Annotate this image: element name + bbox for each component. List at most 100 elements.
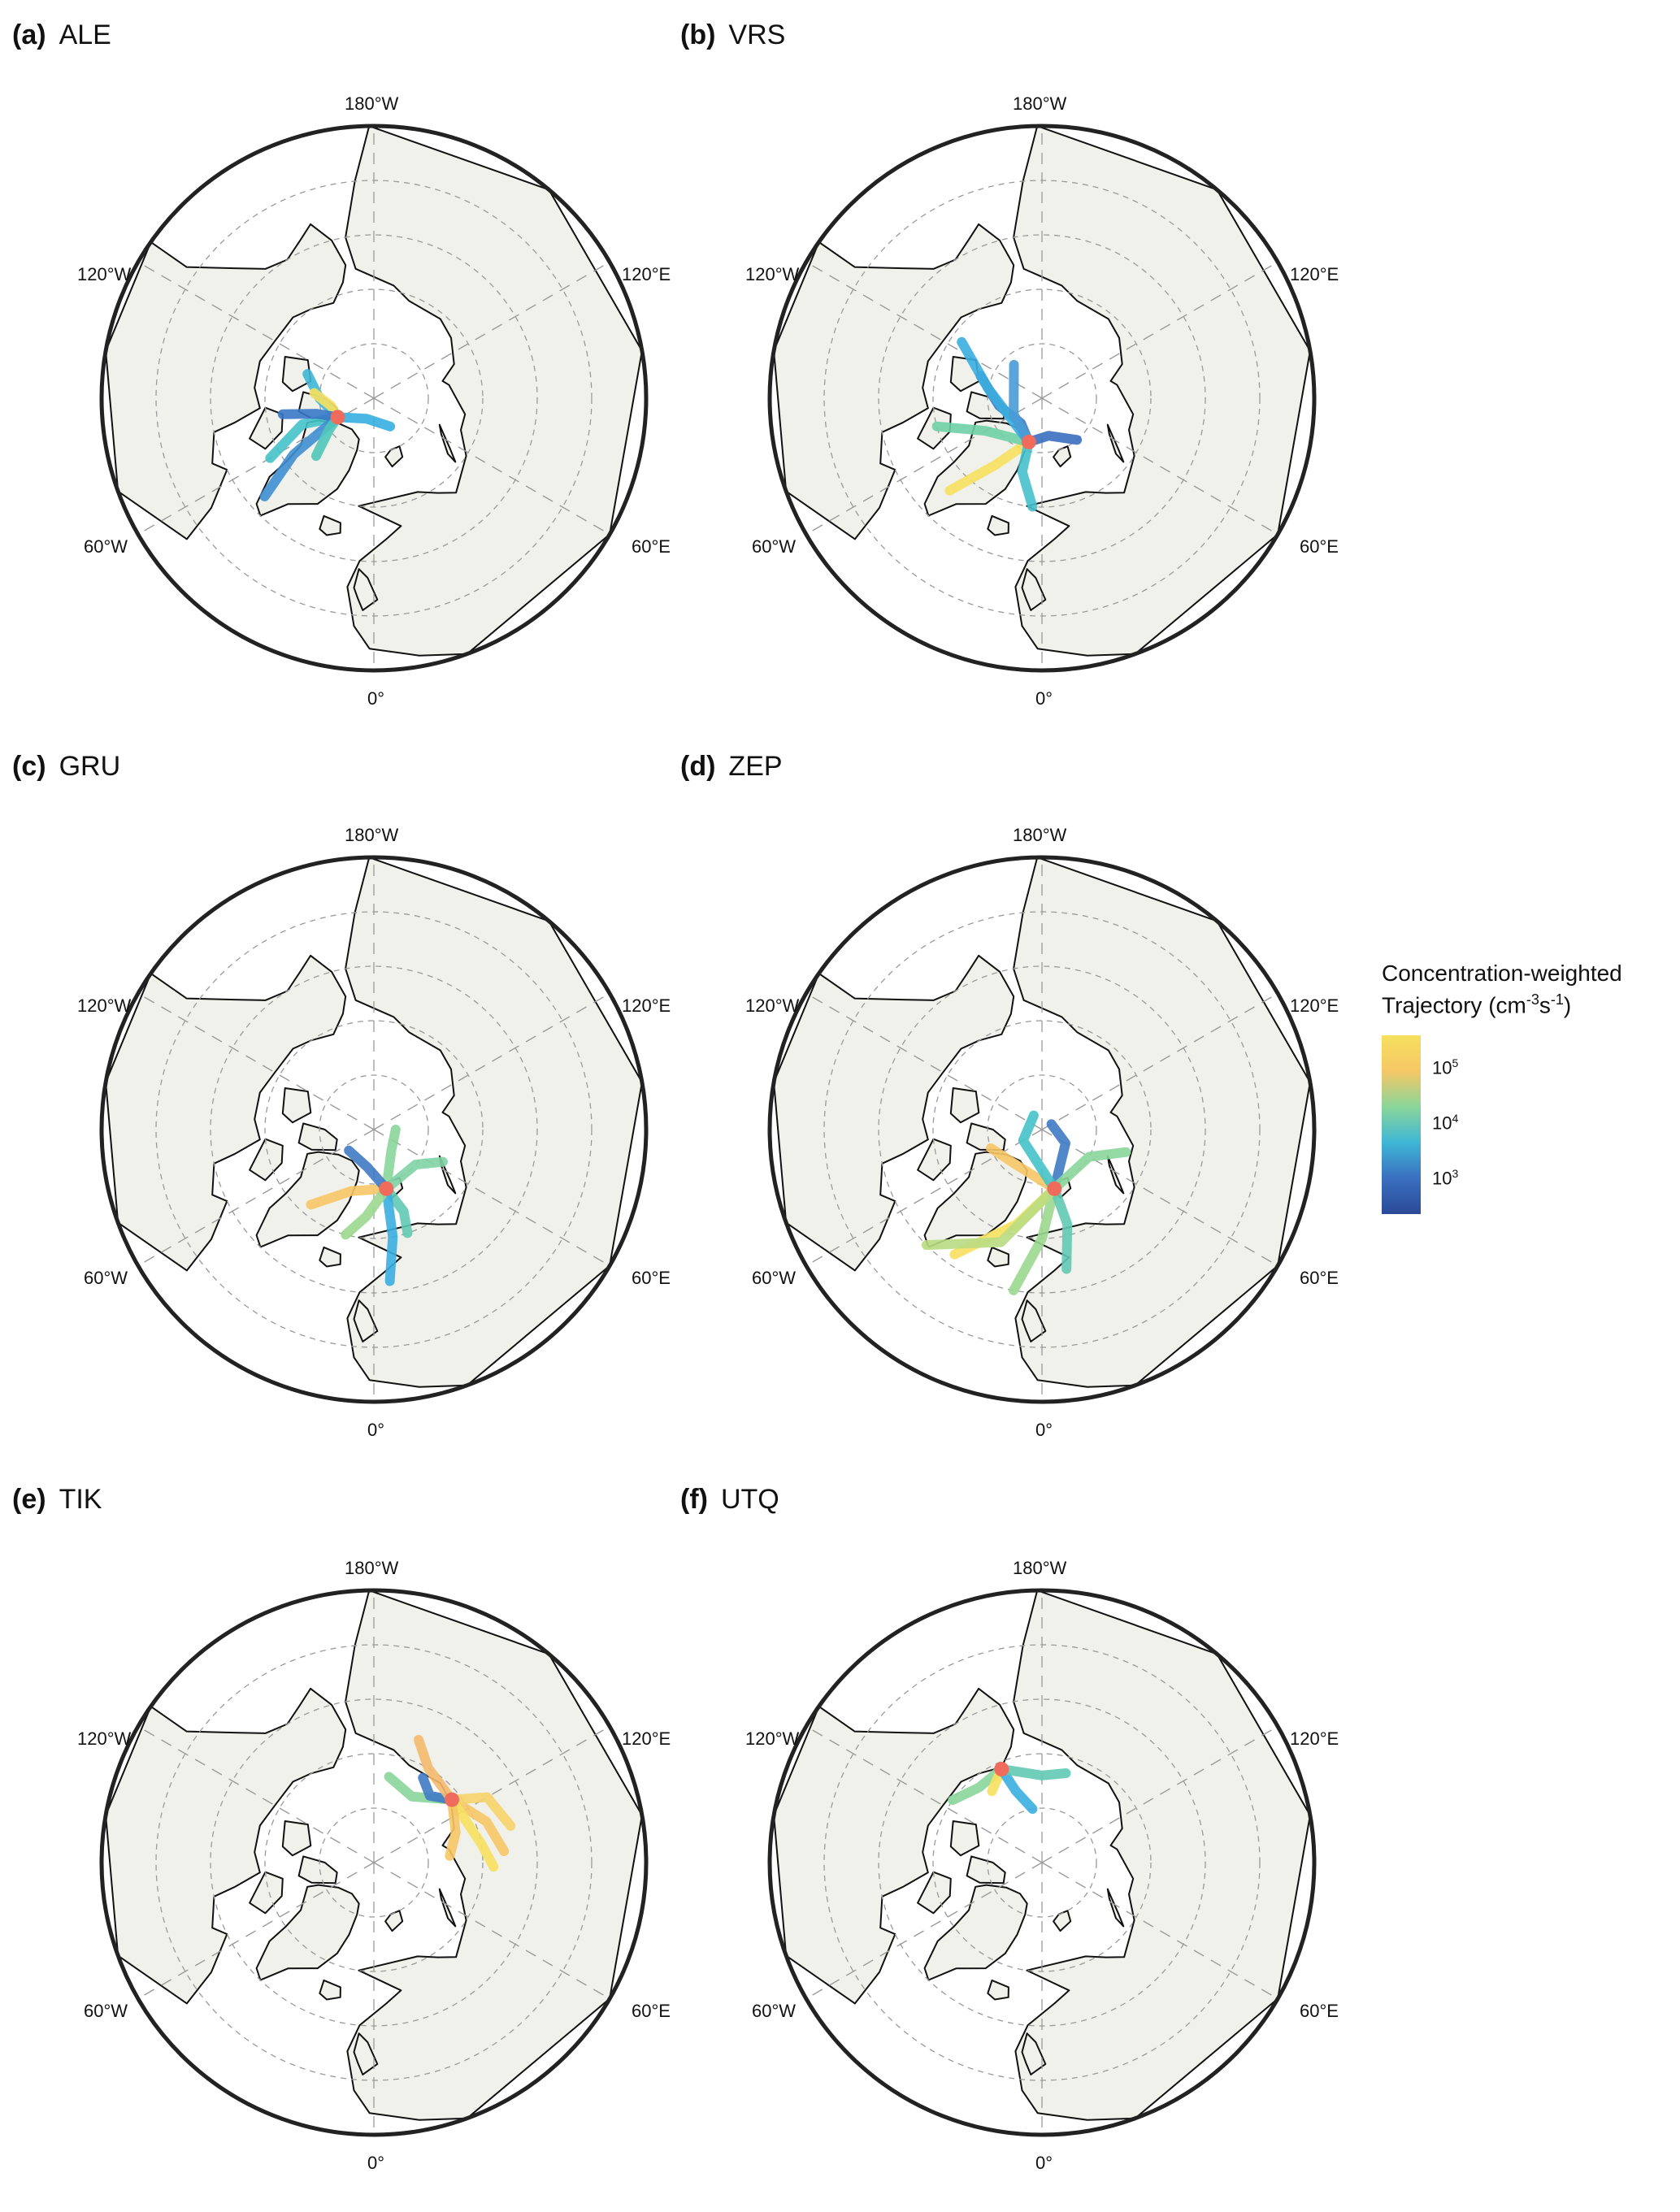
land-novaya bbox=[1106, 423, 1125, 463]
legend-tick-1e4: 104 bbox=[1432, 1112, 1459, 1134]
meridian-line bbox=[373, 1129, 610, 1267]
panel-letter: (f) bbox=[680, 1484, 708, 1515]
legend-title-line2: Trajectory (cm-3s-1) bbox=[1382, 991, 1572, 1018]
polar-map bbox=[767, 1588, 1317, 2137]
land-america bbox=[773, 1687, 1015, 2005]
longitude-label: 0° bbox=[367, 2153, 385, 2173]
land-iceland bbox=[319, 1246, 341, 1268]
trajectory bbox=[414, 1734, 457, 1805]
meridian-line bbox=[373, 1725, 610, 1863]
land-svalbard bbox=[1053, 445, 1072, 468]
station-marker bbox=[330, 410, 345, 425]
trajectory bbox=[1009, 359, 1034, 447]
panel-label: (b) VRS bbox=[680, 20, 785, 51]
longitude-label: 60°W bbox=[752, 2000, 797, 2021]
longitude-label: 180°W bbox=[1013, 93, 1067, 114]
longitude-label: 60°E bbox=[632, 536, 671, 557]
latitude-circle bbox=[987, 343, 1097, 453]
land-arch1 bbox=[297, 1855, 338, 1885]
trajectory bbox=[986, 1143, 1060, 1194]
meridian-line bbox=[373, 261, 610, 399]
longitude-label: 120°W bbox=[77, 263, 132, 284]
meridian-line bbox=[137, 261, 375, 399]
meridian-line bbox=[1041, 261, 1278, 399]
land-novaya bbox=[438, 1888, 457, 1928]
land-arch2 bbox=[949, 1087, 980, 1124]
trajectory bbox=[446, 1794, 499, 1872]
polar-map bbox=[99, 855, 649, 1404]
longitude-label: 120°W bbox=[745, 263, 800, 284]
meridian-line bbox=[373, 397, 610, 536]
trajectory bbox=[446, 1794, 510, 1856]
longitude-label: 180°W bbox=[1013, 825, 1067, 845]
land-iceland bbox=[319, 514, 341, 536]
trajectory bbox=[1046, 1119, 1070, 1194]
station-name: GRU bbox=[59, 751, 121, 782]
trajectory bbox=[921, 1183, 1060, 1251]
trajectory bbox=[1049, 1183, 1073, 1274]
trajectory bbox=[341, 1183, 392, 1240]
meridian-line bbox=[373, 1862, 610, 2000]
panel-letter: (e) bbox=[12, 1484, 46, 1515]
land-arch1 bbox=[966, 1855, 1006, 1885]
longitude-label: 60°W bbox=[752, 536, 797, 557]
trajectory bbox=[944, 436, 1034, 496]
land-arch3 bbox=[249, 1871, 284, 1915]
panel-label: (e) TIK bbox=[12, 1484, 102, 1516]
station-marker bbox=[1047, 1181, 1062, 1196]
longitude-label: 0° bbox=[367, 1420, 385, 1440]
land-novaya bbox=[1106, 1888, 1125, 1928]
trajectory bbox=[259, 412, 343, 501]
meridian-line bbox=[137, 1725, 375, 1863]
land-uk bbox=[353, 1299, 379, 1342]
longitude-label: 120°E bbox=[1290, 995, 1339, 1016]
latitude-circle bbox=[987, 1807, 1097, 1918]
longitude-label: 120°E bbox=[1290, 263, 1339, 284]
longitude-label: 180°W bbox=[345, 1558, 399, 1578]
trajectory bbox=[381, 1183, 398, 1286]
land-uk bbox=[353, 568, 379, 611]
longitude-label: 0° bbox=[1035, 688, 1053, 709]
land-uk bbox=[1021, 568, 1047, 611]
land-america bbox=[105, 954, 347, 1272]
land-eurasia bbox=[345, 857, 643, 1388]
polar-map bbox=[767, 124, 1317, 673]
meridian-line bbox=[805, 397, 1043, 536]
longitude-label: 120°E bbox=[1290, 1728, 1339, 1749]
meridian-line bbox=[137, 1129, 375, 1267]
longitude-label: 60°E bbox=[1300, 2000, 1339, 2021]
longitude-label: 0° bbox=[367, 688, 385, 709]
longitude-label: 60°E bbox=[632, 1267, 671, 1288]
station-marker bbox=[994, 1762, 1009, 1777]
land-arch2 bbox=[281, 1820, 312, 1857]
land-novaya bbox=[438, 423, 457, 463]
legend-tick-1e3: 103 bbox=[1432, 1167, 1459, 1189]
longitude-label: 120°E bbox=[622, 995, 671, 1016]
map-border bbox=[767, 124, 1317, 673]
map-border bbox=[99, 855, 649, 1404]
map-border bbox=[767, 855, 1317, 1404]
panel-e: (e) TIK 180°W 120°W 120°E 60°W 60°E 0° bbox=[12, 1481, 756, 2212]
panel-letter: (c) bbox=[12, 751, 46, 782]
longitude-label: 120°E bbox=[622, 263, 671, 284]
trajectory bbox=[277, 409, 343, 423]
land-iceland bbox=[987, 514, 1009, 536]
land-svalbard bbox=[384, 445, 404, 468]
station-name: VRS bbox=[728, 20, 786, 50]
land-eurasia bbox=[345, 1590, 643, 2121]
legend-tick-1e5: 105 bbox=[1432, 1056, 1459, 1078]
land-eurasia bbox=[1013, 1590, 1311, 2121]
land-eurasia bbox=[1013, 857, 1311, 1388]
station-marker bbox=[379, 1181, 394, 1196]
land-america bbox=[773, 954, 1015, 1272]
meridian-line bbox=[137, 992, 375, 1130]
trajectory bbox=[445, 1794, 461, 1861]
trajectory bbox=[1018, 1110, 1060, 1194]
meridian-line bbox=[1041, 1862, 1278, 2000]
meridian-line bbox=[805, 1862, 1043, 2000]
meridian-line bbox=[1041, 1725, 1278, 1863]
station-marker bbox=[1021, 434, 1036, 449]
meridian-line bbox=[805, 261, 1043, 399]
panel-b: (b) VRS 180°W 120°W 120°E 60°W 60°E 0° bbox=[680, 16, 1424, 748]
longitude-label: 60°E bbox=[632, 2000, 671, 2021]
